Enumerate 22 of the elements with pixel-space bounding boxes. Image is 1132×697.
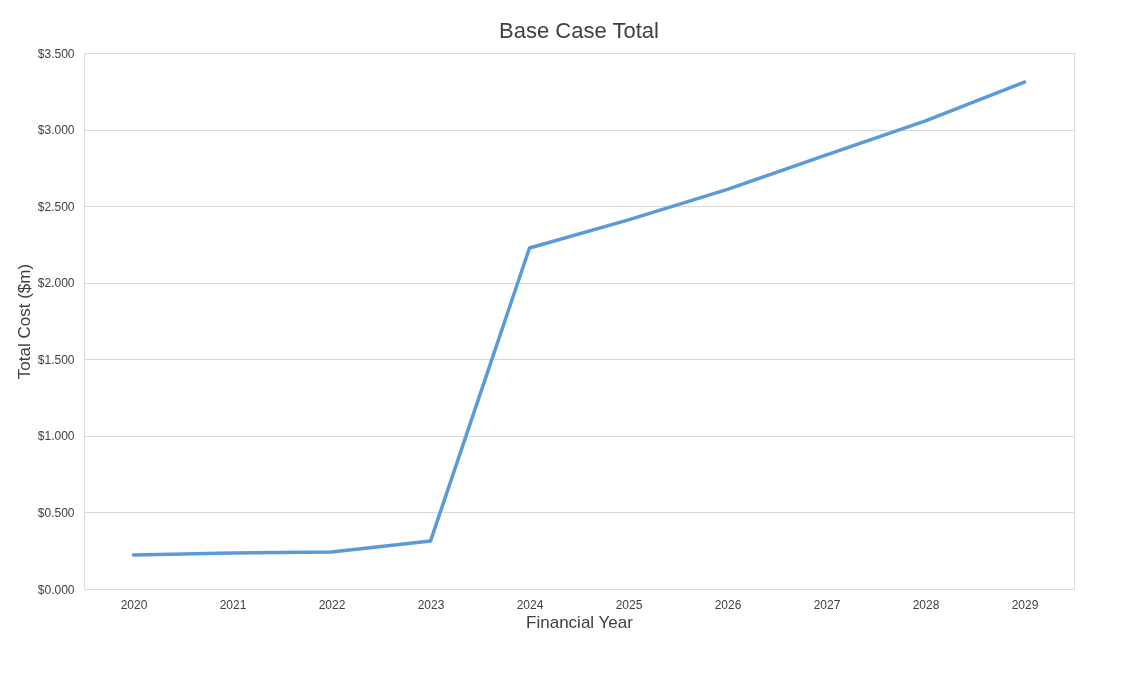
y-tick-label: $1.000 — [37, 429, 75, 444]
y-tick-label: $3.000 — [37, 123, 75, 138]
line-series — [131, 80, 1027, 557]
y-tick-label: $1.500 — [37, 352, 75, 367]
x-tick-label: 2028 — [912, 597, 940, 612]
x-tick-label: 2020 — [120, 597, 148, 612]
y-tick-label: $0.500 — [37, 505, 75, 520]
x-tick-label: 2027 — [813, 597, 841, 612]
x-tick-label: 2023 — [417, 597, 445, 612]
y-axis-title: Total Cost ($m) — [14, 263, 34, 380]
x-tick-label: 2022 — [318, 597, 346, 612]
y-tick-label: $2.500 — [37, 199, 75, 214]
x-tick-label: 2026 — [714, 597, 742, 612]
chart-title: Base Case Total — [499, 18, 659, 43]
x-tick-label: 2024 — [516, 597, 544, 612]
x-tick-label: 2025 — [615, 597, 643, 612]
x-axis-title: Financial Year — [526, 612, 634, 632]
y-tick-label: $3.500 — [37, 46, 75, 61]
x-tick-label: 2029 — [1011, 597, 1039, 612]
x-tick-label: 2021 — [219, 597, 247, 612]
y-tick-label: $0.000 — [37, 582, 75, 597]
y-tick-label: $2.000 — [37, 276, 75, 291]
